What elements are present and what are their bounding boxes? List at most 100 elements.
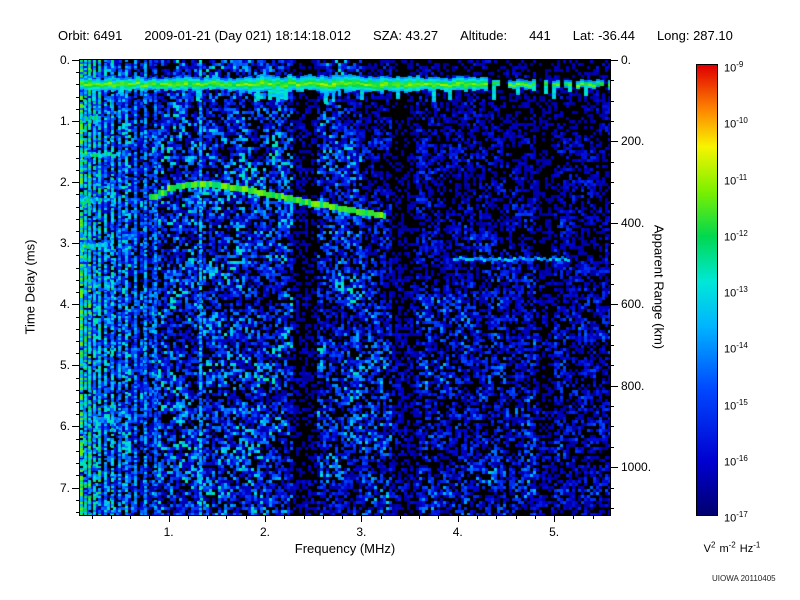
y2-minor-tick [610, 406, 614, 408]
y-major-tick [72, 60, 80, 61]
y2-minor-tick [610, 283, 614, 285]
y-minor-tick [76, 96, 80, 98]
x-minor-tick [515, 515, 517, 519]
y2-minor-tick [610, 182, 614, 184]
header-altitude-value: 441 [529, 28, 551, 43]
colorbar-tick-label: 10-9 [724, 60, 744, 75]
x-tick-label: 5. [549, 525, 560, 539]
unit-exponent: 2 [711, 540, 716, 549]
y-major-tick [72, 121, 80, 123]
y2-tick-label: 400. [621, 215, 645, 230]
x-minor-tick [245, 515, 247, 519]
y2-minor-tick [610, 80, 614, 82]
unit-exponent: -2 [728, 540, 736, 549]
spectrogram-plot [79, 59, 611, 516]
y-minor-tick [76, 267, 80, 269]
header-sza: SZA: 43.27 [373, 28, 439, 43]
header-orbit: Orbit: 6491 [58, 28, 123, 43]
x-minor-tick [534, 515, 536, 519]
header-lat: Lat: -36.44 [572, 28, 635, 43]
y-minor-tick [76, 340, 80, 342]
y2-tick-label: 1000. [621, 460, 652, 475]
x-minor-tick [573, 515, 575, 519]
x-major-tick [457, 515, 459, 522]
y-minor-tick [76, 438, 80, 440]
header-altitude-label: Altitude: [460, 28, 508, 43]
y-minor-tick [76, 475, 80, 477]
header-long: Long: 287.10 [656, 28, 733, 43]
x-minor-tick [477, 515, 479, 519]
y2-minor-tick [610, 161, 614, 163]
y-tick-label: 2. [59, 175, 70, 190]
y2-minor-tick [610, 365, 614, 367]
y-minor-tick [76, 206, 80, 208]
y2-tick-label: 0. [621, 53, 632, 67]
y-major-tick [72, 243, 80, 245]
y-minor-tick [76, 402, 80, 403]
x-minor-tick [438, 515, 440, 519]
colorbar-tick-label: 10-12 [724, 228, 748, 244]
x-major-tick [361, 515, 363, 522]
y-minor-tick [76, 157, 80, 159]
y2-tick-label: 600. [621, 297, 645, 312]
colorbar-exponent: -14 [736, 341, 748, 351]
y2-major-tick [610, 141, 618, 143]
colorbar-gradient [697, 65, 717, 515]
y-minor-tick [76, 353, 80, 355]
y-major-tick [72, 182, 80, 184]
x-minor-tick [496, 515, 498, 519]
colorbar-tick-label: 10-17 [724, 510, 748, 525]
y2-major-tick [610, 60, 618, 61]
y2-minor-tick [610, 202, 614, 204]
header-row: Orbit: 6491 2009-01-21 (Day 021) 18:14:1… [58, 28, 733, 43]
x-minor-tick [187, 515, 189, 519]
y-minor-tick [76, 133, 80, 135]
y-major-tick [72, 487, 80, 489]
y-minor-tick [76, 108, 80, 110]
y-minor-tick [76, 255, 80, 257]
unit-part: Hz-1 [739, 540, 761, 555]
unit-part: V2 [703, 540, 716, 555]
x-minor-tick [284, 515, 286, 519]
y2-minor-tick [610, 243, 614, 245]
colorbar-exponent: -17 [736, 510, 748, 519]
y-minor-tick [76, 169, 80, 171]
y2-minor-tick [610, 487, 614, 489]
y2-minor-tick [610, 426, 614, 428]
unit-part: m-2 [719, 540, 736, 555]
y-minor-tick [76, 389, 80, 391]
y-minor-tick [76, 72, 80, 74]
colorbar-tick-label: 10-11 [724, 172, 748, 188]
x-tick-label: 4. [452, 525, 463, 539]
y-minor-tick [76, 218, 80, 220]
y-minor-tick [76, 292, 80, 294]
y2-minor-tick [610, 324, 614, 326]
header-datetime: 2009-01-21 (Day 021) 18:14:18.012 [144, 28, 352, 43]
colorbar-exponent: -15 [736, 397, 748, 407]
x-minor-tick [380, 515, 382, 519]
x-major-tick [168, 515, 170, 522]
y-tick-label: 5. [59, 358, 70, 373]
colorbar-exponent: -10 [736, 116, 748, 126]
x-minor-tick [303, 515, 305, 519]
y-tick-label: 0. [59, 53, 70, 67]
y-tick-label: 6. [59, 419, 70, 434]
y-major-tick [72, 426, 80, 428]
y2-major-tick [610, 385, 618, 387]
x-major-tick [265, 515, 267, 522]
y-minor-tick [76, 279, 80, 281]
y2-axis-label: Apparent Range (km) [651, 224, 667, 350]
x-minor-tick [322, 515, 324, 519]
colorbar-tick-label: 10-13 [724, 285, 748, 300]
y2-tick-label: 200. [621, 134, 645, 149]
x-minor-tick [226, 515, 228, 519]
spectrogram-canvas [80, 60, 610, 515]
y-minor-tick [76, 328, 80, 330]
x-minor-tick [130, 515, 132, 519]
x-minor-tick [419, 515, 421, 519]
y-axis-label: Time Delay (ms) [22, 239, 38, 335]
y-tick-label: 1. [59, 114, 70, 129]
colorbar-exponent: -12 [736, 228, 748, 238]
x-tick-label: 3. [356, 525, 367, 539]
